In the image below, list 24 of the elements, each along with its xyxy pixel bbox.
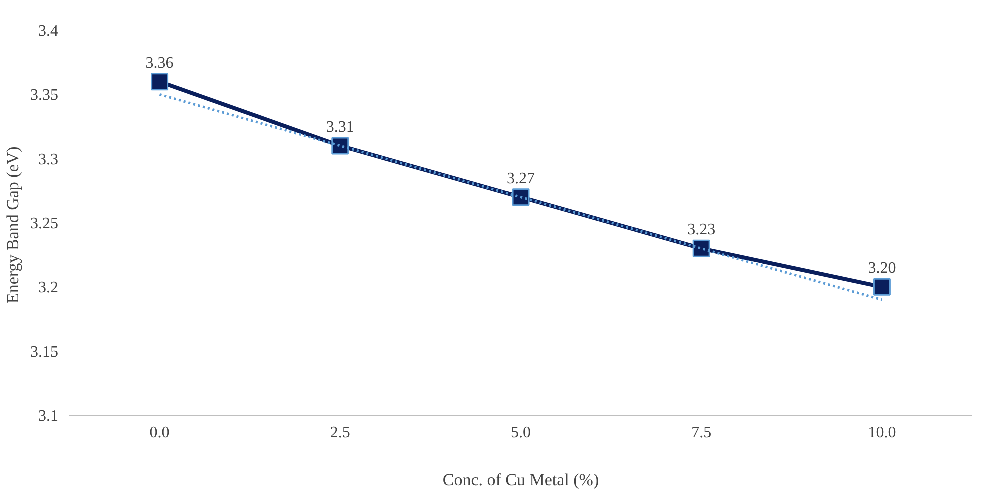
x-tick-label: 7.5: [692, 424, 712, 442]
point: [873, 278, 891, 296]
y-tick-label: 3.35: [30, 87, 58, 104]
data-label: 3.36: [146, 54, 174, 72]
y-tick-label: 3.25: [30, 216, 58, 232]
y-tick-label: 3.15: [30, 344, 58, 361]
x-tick-label: 2.5: [330, 424, 350, 442]
y-tick-label: 3.2: [38, 280, 58, 297]
data-label: 3.23: [688, 222, 716, 239]
x-axis-title: Conc. of Cu Metal (%): [442, 470, 600, 490]
x-tick-label: 10.0: [868, 424, 896, 442]
x-tick-label: 5.0: [511, 424, 531, 442]
point: [692, 240, 710, 258]
x-tick-label: 0.0: [150, 424, 170, 442]
point: [332, 137, 350, 155]
y-tick-label: 3.3: [38, 151, 58, 168]
y-tick-label: 3.4: [38, 23, 58, 40]
y-tick-label: 3.1: [38, 408, 58, 425]
y-axis-title: Energy Band Gap (eV): [4, 146, 22, 304]
point: [512, 188, 530, 206]
data-label: 3.31: [326, 119, 354, 136]
data-label: 3.20: [868, 260, 896, 278]
data-label: 3.27: [507, 170, 535, 188]
point: [151, 73, 169, 91]
